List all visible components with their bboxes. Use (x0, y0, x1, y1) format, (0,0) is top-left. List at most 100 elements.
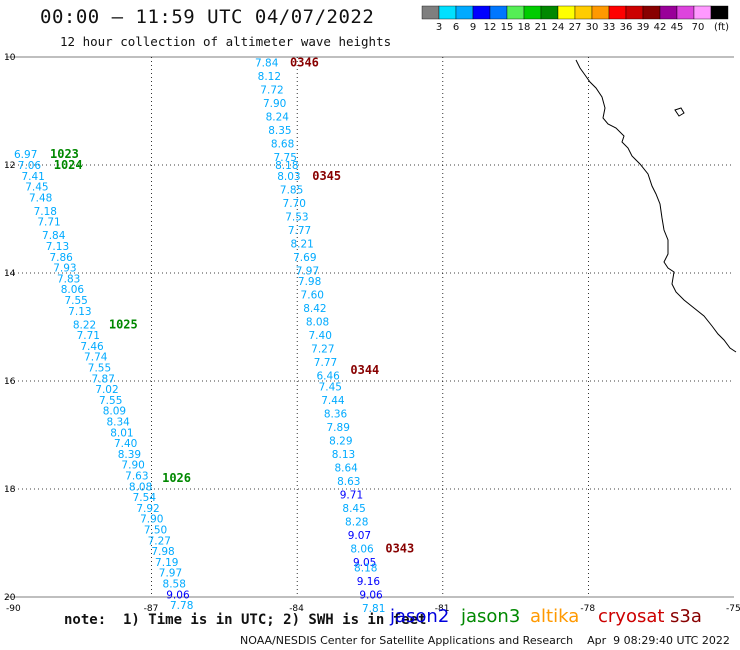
mission-legend-item: altika (530, 606, 580, 627)
swh-value: 7.87 (92, 373, 115, 385)
swh-value: 7.27 (311, 344, 334, 356)
colorbar-tick-label: 27 (568, 22, 582, 33)
swh-value: 8.09 (103, 406, 126, 418)
mission-legend-item: cryosat (598, 606, 665, 627)
swh-value: 7.45 (25, 182, 48, 194)
colorbar-swatch (659, 5, 678, 20)
pass-time-label: 0343 (385, 541, 414, 555)
swh-value: 7.27 (148, 535, 171, 547)
swh-value: 8.06 (61, 284, 85, 296)
swh-value: 7.74 (84, 352, 108, 364)
swh-value: 7.86 (49, 252, 73, 264)
swh-value: 7.50 (144, 525, 167, 537)
swh-value: 9.71 (340, 489, 363, 501)
swh-value: 8.03 (277, 171, 300, 183)
swh-value: 7.78 (170, 600, 193, 612)
colorbar-swatch (489, 5, 508, 20)
swh-value: 7.19 (155, 557, 178, 569)
swh-value: 8.18 (354, 562, 377, 574)
swh-value: 8.01 (110, 427, 133, 439)
colorbar-tick-label: 24 (551, 22, 565, 33)
swh-value: 8.06 (350, 543, 374, 555)
colorbar-tick-label: 12 (483, 22, 497, 33)
swh-value: 8.68 (271, 138, 294, 150)
swh-value: 7.45 (319, 381, 342, 393)
pass-time-label: 0346 (290, 55, 319, 69)
swh-value: 8.21 (290, 238, 313, 250)
colorbar-swatch (625, 5, 644, 20)
pass-time-label: 1023 (50, 147, 79, 161)
swh-value: 7.55 (99, 395, 122, 407)
lon-tick-label: -87 (144, 604, 159, 614)
lat-tick-label: 18 (4, 485, 16, 495)
lon-tick-label: -81 (435, 604, 450, 614)
swh-value: 7.72 (260, 84, 283, 96)
colorbar-swatch (523, 5, 542, 20)
swh-value: 8.08 (306, 317, 329, 329)
swh-value: 8.42 (303, 303, 326, 315)
colorbar-swatch (557, 5, 576, 20)
swh-value: 7.93 (53, 263, 76, 275)
lon-tick-label: -75 (726, 604, 740, 614)
swh-value: 7.06 (18, 160, 42, 172)
swh-value: 7.92 (136, 503, 159, 515)
colorbar-tick-label: 3 (435, 22, 443, 33)
swh-value: 7.70 (283, 198, 306, 210)
swh-value: 7.71 (77, 330, 100, 342)
colorbar-swatch (540, 5, 559, 20)
swh-value: 7.48 (29, 192, 52, 204)
colorbar-tick-label: 18 (517, 22, 531, 33)
swh-value: 7.18 (34, 206, 57, 218)
swh-value: 7.77 (314, 357, 337, 369)
swh-value: 7.97 (296, 265, 319, 277)
swh-value: 6.46 (316, 371, 340, 383)
swh-value: 7.81 (362, 603, 385, 615)
colorbar-tick-label: 70 (691, 22, 705, 33)
swh-value: 7.75 (274, 152, 297, 164)
pass-time-label: 1025 (109, 317, 138, 331)
swh-value: 8.18 (275, 160, 298, 172)
colorbar-tick-label: 45 (670, 22, 684, 33)
colorbar-swatch (438, 5, 457, 20)
swh-value: 7.77 (288, 225, 311, 237)
swh-value: 7.89 (327, 422, 350, 434)
lat-tick-label: 14 (4, 269, 16, 279)
swh-value: 7.13 (46, 241, 69, 253)
lat-tick-label: 12 (4, 161, 15, 171)
pass-time-label: 1026 (162, 471, 191, 485)
pass-time-label: 1024 (54, 158, 83, 172)
swh-value: 8.28 (345, 516, 368, 528)
swh-value: 6.97 (14, 149, 37, 161)
colorbar-swatch (710, 5, 729, 20)
lon-tick-label: -78 (580, 604, 595, 614)
swh-value: 9.16 (357, 576, 381, 588)
swh-value: 7.41 (21, 171, 44, 183)
swh-value: 8.29 (329, 435, 352, 447)
colorbar-swatch (608, 5, 627, 20)
colorbar-swatch (574, 5, 593, 20)
lat-tick-label: 10 (4, 53, 16, 63)
swh-value: 8.36 (324, 408, 348, 420)
swh-value: 7.40 (309, 330, 332, 342)
swh-value: 9.06 (359, 589, 383, 601)
swh-value: 7.55 (88, 363, 111, 375)
colorbar-unit: (ft) (714, 22, 730, 33)
colorbar-swatch (472, 5, 491, 20)
swh-value: 7.84 (42, 230, 66, 242)
swh-value: 8.39 (118, 449, 141, 461)
colorbar-swatch (455, 5, 474, 20)
swh-value: 8.13 (332, 449, 355, 461)
colorbar-tick-label: 30 (585, 22, 599, 33)
swh-value: 7.63 (125, 471, 148, 483)
lat-tick-label: 16 (4, 377, 16, 387)
mission-legend-item: jason2 (390, 606, 450, 627)
swh-value: 7.90 (263, 98, 286, 110)
swh-value: 7.44 (321, 395, 345, 407)
swh-value: 8.35 (268, 125, 291, 137)
swh-value: 8.08 (129, 481, 152, 493)
swh-value: 8.63 (337, 476, 360, 488)
colorbar-tick-label: 33 (602, 22, 616, 33)
swh-value: 7.69 (293, 252, 316, 264)
colorbar-tick-label: 39 (636, 22, 650, 33)
swh-value: 7.71 (37, 217, 60, 229)
